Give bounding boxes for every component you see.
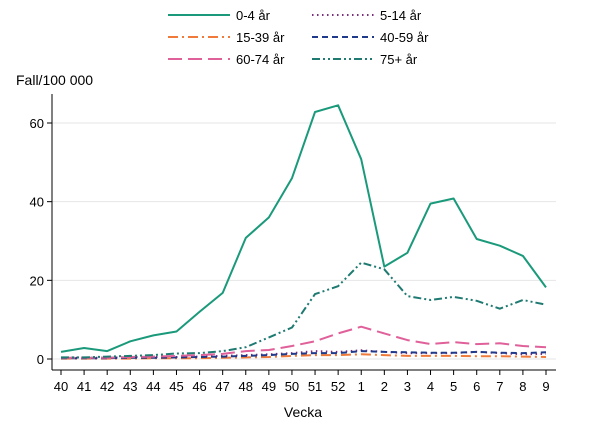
x-tick-label: 49 [262,379,276,394]
x-tick-label: 51 [308,379,322,394]
x-tick-label: 44 [146,379,160,394]
x-tick-label: 8 [519,379,526,394]
y-tick-label: 40 [30,195,44,210]
series-line [61,325,547,359]
x-axis-label: Vecka [284,404,322,420]
legend-label: 5-14 år [380,8,422,23]
legend-label: 0-4 år [236,8,271,23]
y-tick-label: 20 [30,273,44,288]
x-tick-label: 9 [542,379,549,394]
x-tick-label: 4 [427,379,434,394]
x-tick-label: 42 [100,379,114,394]
legend: 0-4 år 5-14 år 15-39 år 40-59 år 60-74 år 75+… [168,8,429,67]
x-tick-label: 41 [77,379,91,394]
x-tick-label: 48 [239,379,253,394]
x-tick-label: 5 [450,379,457,394]
x-tick-label: 45 [169,379,183,394]
x-tick-label: 40 [54,379,68,394]
legend-label: 40-59 år [380,30,429,45]
y-axis-label: Fall/100 000 [16,72,93,88]
x-tick-label: 7 [496,379,503,394]
y-tick-label: 60 [30,116,44,131]
legend-label: 60-74 år [236,52,285,67]
x-tick-label: 47 [215,379,229,394]
x-tick-label: 1 [358,379,365,394]
x-tick-label: 50 [285,379,299,394]
legend-label: 15-39 år [236,30,285,45]
x-tick-label: 2 [381,379,388,394]
gridlines [52,122,556,360]
y-tick-label: 0 [37,352,44,367]
series-layer [60,104,547,360]
x-tick-label: 43 [123,379,137,394]
legend-label: 75+ år [380,52,418,67]
series-line [60,104,547,353]
x-tick-label: 3 [404,379,411,394]
series-line [61,261,547,359]
x-tick-label: 52 [331,379,345,394]
x-tick-label: 46 [192,379,206,394]
x-tick-label: 6 [473,379,480,394]
